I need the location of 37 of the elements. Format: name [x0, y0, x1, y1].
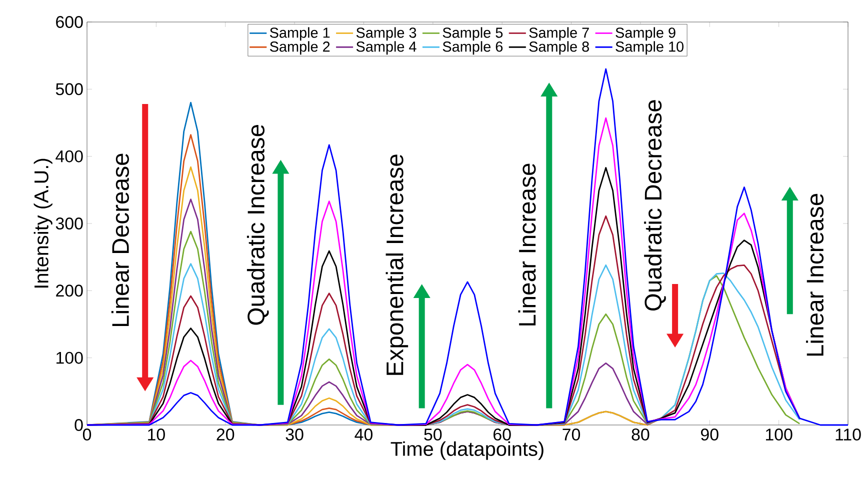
x-tick-label: 20: [216, 428, 234, 441]
y-tick-label: 500: [56, 83, 83, 96]
x-tick-label: 50: [424, 428, 442, 441]
x-axis-title: Time (datapoints): [390, 441, 544, 460]
legend-label: Sample 3: [356, 27, 416, 41]
y-tick-label: 100: [56, 352, 83, 364]
legend-label: Sample 10: [616, 41, 684, 55]
x-tick-label: 90: [701, 428, 718, 441]
y-tick-label: 200: [56, 284, 83, 297]
annotation: Linear Increase: [518, 164, 536, 326]
y-tick-label: 400: [56, 150, 83, 162]
x-tick-label: 100: [766, 428, 792, 441]
x-tick-label: 0: [82, 428, 92, 441]
annotation: Linear Decrease: [111, 154, 129, 326]
legend-label: Sample 4: [356, 41, 416, 55]
y-tick-label: 0: [74, 419, 83, 431]
legend-label: Sample 7: [529, 27, 589, 41]
legend-label: Sample 8: [529, 41, 589, 55]
x-tick-label: 30: [286, 428, 304, 441]
annotation: Exponential Increase: [386, 154, 408, 375]
y-tick-label: 300: [56, 218, 83, 230]
legend-label: Sample 6: [442, 41, 503, 55]
legend-label: Sample 5: [442, 27, 503, 41]
x-tick-label: 10: [148, 428, 165, 441]
x-tick-label: 110: [836, 428, 861, 441]
annotation: Linear Increase: [806, 194, 824, 356]
annotation: Quadratic Increase: [246, 124, 269, 325]
legend-label: Sample 2: [270, 41, 330, 55]
x-tick-label: 40: [354, 428, 372, 441]
y-tick-label: 600: [56, 16, 83, 28]
x-tick-label: 60: [494, 428, 511, 441]
legend-label: Sample 1: [270, 27, 330, 41]
x-tick-label: 80: [632, 428, 650, 441]
y-axis-title: Intensity (A.U.): [34, 158, 52, 288]
x-tick-label: 70: [562, 428, 580, 441]
legend-label: Sample 9: [616, 27, 676, 41]
annotation: Quadratic Decrease: [644, 100, 666, 311]
